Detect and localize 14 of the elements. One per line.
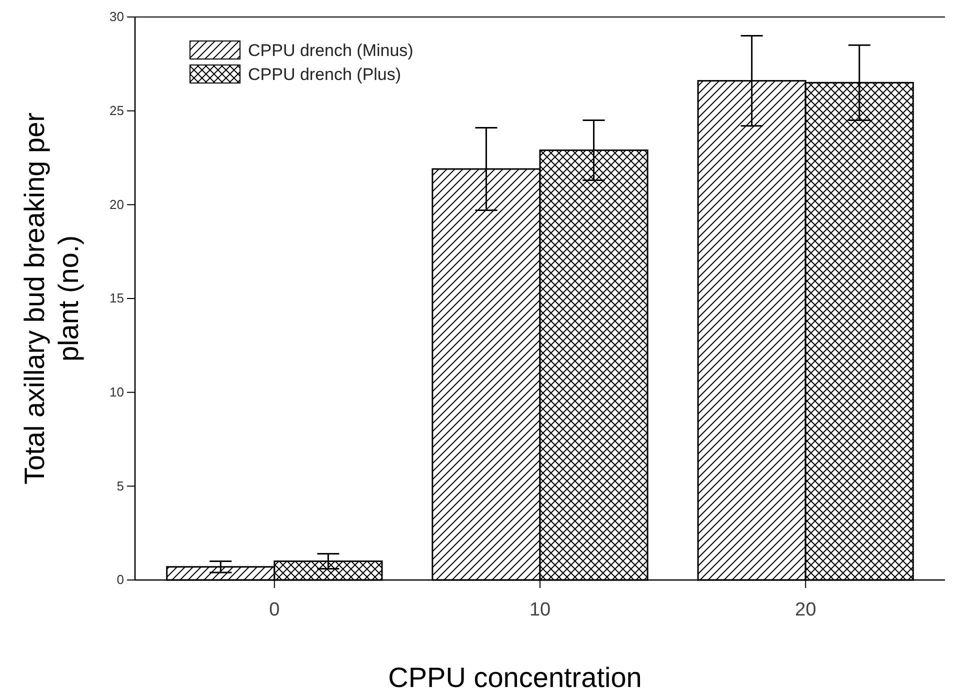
x-axis-title: CPPU concentration	[388, 662, 642, 693]
x-tick-label: 10	[529, 599, 551, 620]
y-tick-label: 30	[110, 9, 124, 24]
y-tick-label: 20	[110, 196, 124, 212]
x-tick-label: 20	[795, 599, 816, 620]
y-tick-label: 5	[116, 478, 124, 494]
y-tick-label: 15	[110, 290, 124, 306]
y-tick-label: 25	[110, 102, 124, 118]
legend-label: CPPU drench (Minus)	[248, 41, 414, 60]
x-tick-label: 0	[269, 599, 280, 620]
y-tick-label: 0	[116, 572, 124, 588]
y-tick-label: 10	[110, 384, 124, 400]
legend-label: CPPU drench (Plus)	[248, 65, 402, 84]
y-axis-title: Total axillary bud breaking per plant (no.)	[19, 112, 84, 484]
